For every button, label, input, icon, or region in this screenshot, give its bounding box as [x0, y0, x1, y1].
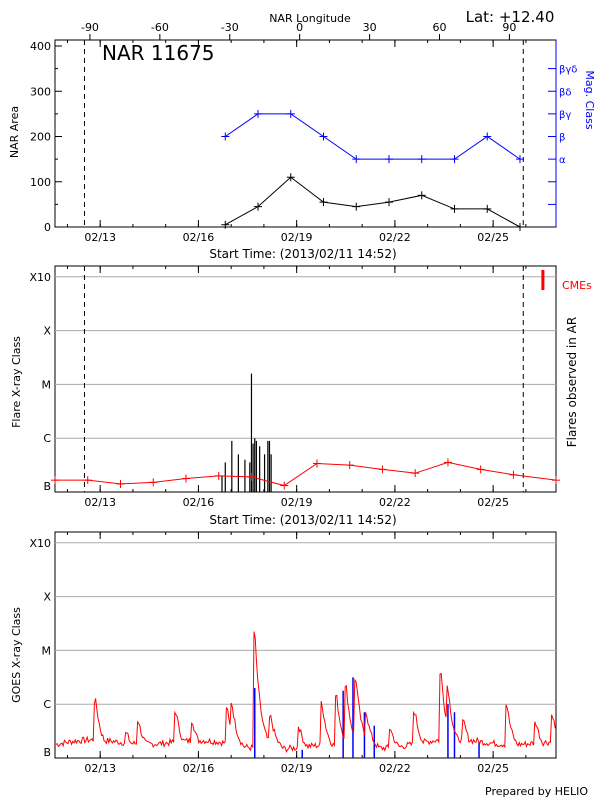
x-tick-label: 02/22	[379, 496, 411, 509]
mag-class-tick-label: α	[559, 155, 566, 166]
mag-class-line	[224, 113, 521, 160]
start-time-label-2: Start Time: (2013/02/11 14:52)	[209, 513, 396, 527]
class-tick-label: X	[43, 591, 51, 604]
x-tick-label: 02/19	[281, 496, 313, 509]
x-tick-label: 02/25	[477, 496, 509, 509]
longitude-tick-label: 0	[296, 21, 303, 34]
start-time-label-1: Start Time: (2013/02/11 14:52)	[209, 247, 396, 261]
x-tick-label: 02/25	[477, 762, 509, 775]
plot-frame	[54, 265, 557, 493]
x-tick-label: 02/19	[281, 762, 313, 775]
class-tick-label: B	[43, 746, 51, 759]
x-tick-label: 02/25	[477, 231, 509, 244]
plot-frame	[54, 531, 557, 759]
class-tick-label: X	[43, 325, 51, 338]
goes-xray-panel: B C M X X10 02/13 02/16 02/19 02/22 02/25	[29, 531, 557, 775]
x-tick-label: 02/22	[379, 231, 411, 244]
flares-observed-axis-title: Flares observed in AR	[565, 317, 579, 447]
nar-area-axis-title: NAR Area	[8, 106, 21, 158]
class-tick-label: M	[42, 378, 52, 391]
background-line	[55, 461, 557, 487]
region-title: NAR 11675	[102, 41, 215, 65]
y-tick-label: 300	[30, 85, 51, 98]
goes-short-channel-line	[55, 631, 556, 753]
longitude-tick-label: -30	[221, 21, 239, 34]
flare-class-panel: B C M X X10 02/13 02/16 02/19 02/22 02/25	[29, 265, 560, 509]
longitude-tick-label: 30	[363, 21, 377, 34]
x-tick-label: 02/13	[84, 762, 116, 775]
y-tick-label: 100	[30, 176, 51, 189]
y-tick-label: 0	[44, 221, 51, 234]
class-tick-label: M	[42, 644, 52, 657]
x-tick-label: 02/13	[84, 231, 116, 244]
class-tick-label: C	[43, 698, 51, 711]
mag-class-axis-title: Mag. Class	[583, 70, 596, 129]
plot-frame	[54, 39, 557, 228]
x-tick-label: 02/16	[183, 231, 215, 244]
x-tick-label: 02/19	[281, 231, 313, 244]
x-tick-label: 02/16	[183, 762, 215, 775]
flare-class-axis-title: Flare X-ray Class	[10, 336, 23, 428]
x-tick-label: 02/13	[84, 496, 116, 509]
mag-class-tick-label: βγδ	[559, 65, 577, 76]
nar-area-line	[225, 176, 521, 228]
mag-class-tick-label: βγ	[559, 110, 571, 121]
class-tick-label: X10	[29, 537, 51, 550]
nar-longitude-axis-title: NAR Longitude	[269, 12, 351, 25]
y-tick-label: 400	[30, 40, 51, 53]
credit-label: Prepared by HELIO	[485, 785, 588, 798]
y-tick-label: 200	[30, 131, 51, 144]
class-tick-label: B	[43, 480, 51, 493]
class-tick-label: X10	[29, 271, 51, 284]
x-tick-label: 02/16	[183, 496, 215, 509]
nar-area-panel: βγδ βδ βγ βα 0 100 200 300 400 -90 -60 -30 0 30 60 90 02…	[30, 21, 577, 244]
latitude-label: Lat: +12.40	[466, 8, 555, 26]
cme-label: CMEs	[562, 279, 592, 292]
longitude-tick-label: 60	[432, 21, 446, 34]
mag-class-tick-label: βδ	[559, 87, 572, 98]
cme-bar	[541, 270, 545, 290]
longitude-tick-label: -60	[151, 21, 169, 34]
longitude-tick-label: -90	[81, 21, 99, 34]
x-tick-label: 02/22	[379, 762, 411, 775]
class-tick-label: C	[43, 432, 51, 445]
longitude-tick-label: 90	[502, 21, 516, 34]
mag-class-tick-label: β	[559, 133, 565, 144]
goes-class-axis-title: GOES X-ray Class	[10, 607, 23, 703]
